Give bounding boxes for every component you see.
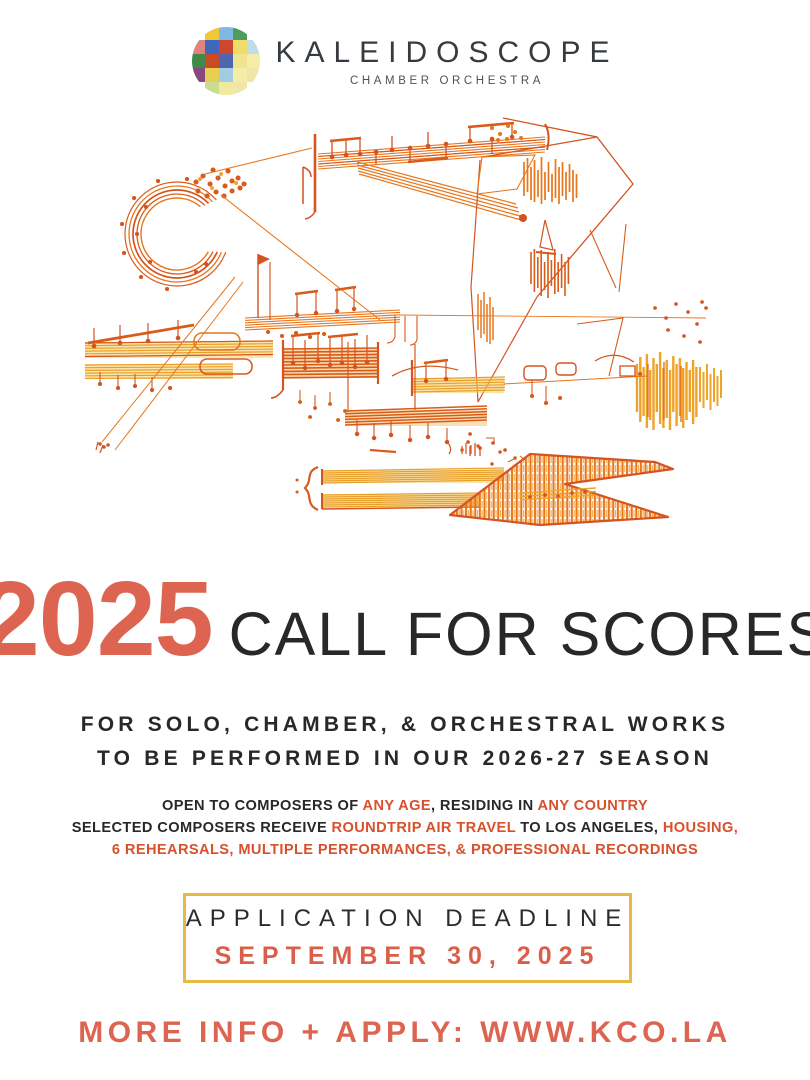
benefit-segment-highlight: ANY COUNTRY: [537, 798, 649, 814]
headline-year: 2025: [0, 560, 214, 678]
headline-title: CALL FOR SCORES: [228, 600, 810, 668]
benefit-line: OPEN TO COMPOSERS OF ANY AGE, RESIDING I…: [0, 795, 810, 817]
logo: KALEIDOSCOPE CHAMBER ORCHESTRA: [0, 26, 810, 96]
subtitle-line1: FOR SOLO, CHAMBER, & ORCHESTRAL WORKS: [80, 713, 730, 736]
benefit-segment: SELECTED COMPOSERS RECEIVE: [71, 820, 332, 837]
deadline-label: APPLICATION DEADLINE: [185, 905, 630, 932]
benefit-segment-highlight: ANY AGE: [362, 798, 432, 814]
apply-url-text: MORE INFO + APPLY: WWW.KCO.LA: [78, 1016, 732, 1049]
benefit-line: SELECTED COMPOSERS RECEIVE ROUNDTRIP AIR…: [0, 817, 810, 839]
logo-subtitle: CHAMBER ORCHESTRA: [349, 74, 545, 87]
headline: 2025 CALL FOR SCORES: [0, 566, 810, 672]
benefit-segment-highlight: ROUNDTRIP AIR TRAVEL: [331, 820, 516, 837]
benefit-segment-highlight: 6 REHEARSALS, MULTIPLE PERFORMANCES, & P…: [111, 842, 699, 859]
benefit-segment: OPEN TO COMPOSERS OF: [161, 798, 363, 814]
benefits: OPEN TO COMPOSERS OF ANY AGE, RESIDING I…: [0, 795, 810, 862]
kaleidoscope-logo-icon: [192, 27, 261, 95]
benefit-line: 6 REHEARSALS, MULTIPLE PERFORMANCES, & P…: [0, 839, 810, 861]
subtitle-line2: TO BE PERFORMED IN OUR 2026-27 SEASON: [97, 746, 713, 770]
logo-name: KALEIDOSCOPE: [275, 35, 619, 69]
benefit-segment-highlight: HOUSING,: [662, 820, 739, 837]
graphic-score-artwork: [84, 117, 722, 527]
benefit-segment: TO LOS ANGELES,: [515, 820, 663, 837]
subtitle: FOR SOLO, CHAMBER, & ORCHESTRAL WORKS TO…: [0, 708, 810, 775]
deadline-date: SEPTEMBER 30, 2025: [214, 942, 601, 970]
benefit-segment: , RESIDING IN: [431, 798, 538, 814]
deadline-box: APPLICATION DEADLINE SEPTEMBER 30, 2025: [183, 893, 632, 983]
